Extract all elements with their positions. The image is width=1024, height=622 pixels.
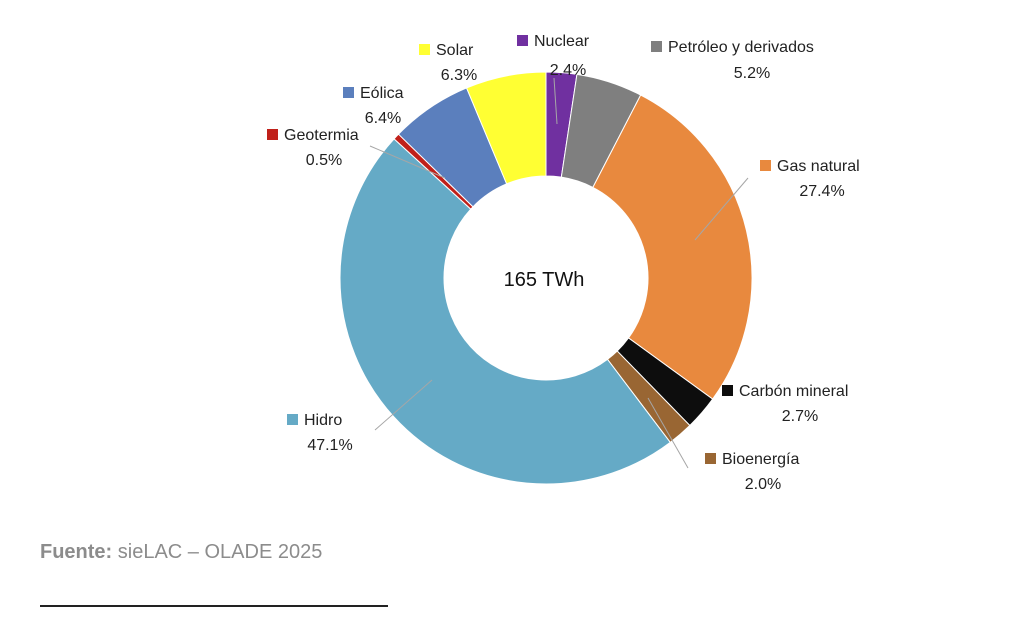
footnote-rule (40, 605, 388, 607)
source-text: sieLAC – OLADE 2025 (112, 541, 323, 563)
slice-label-eolica: Eólica (360, 85, 404, 102)
legend-swatch-geotermia (267, 129, 278, 140)
slice-label-nuclear: Nuclear (534, 33, 590, 50)
legend-swatch-carbon-mineral (722, 385, 733, 396)
donut-slices (339, 71, 753, 485)
legend-swatch-eolica (343, 87, 354, 98)
slice-label-solar: Solar (436, 42, 474, 59)
slice-hidro (339, 138, 671, 485)
legend-swatch-hidro (287, 414, 298, 425)
leader-line-nuclear (553, 77, 558, 125)
slice-value-solar: 6.3% (441, 67, 477, 84)
slice-labels: Nuclear 2.4% Petróleo y derivados 5.2% Gas n… (267, 33, 860, 493)
center-total-label: 165 TWh (504, 269, 585, 291)
slice-label-hidro: Hidro (304, 412, 342, 429)
slice-value-nuclear: 2.4% (550, 62, 586, 79)
source-label: Fuente: (40, 541, 113, 563)
leader-line-gas-natural (694, 177, 749, 241)
legend-swatch-gas-natural (760, 160, 771, 171)
legend-swatch-petroleo-y-derivados (651, 41, 662, 52)
slice-value-bioenergia: 2.0% (745, 476, 781, 493)
leader-line-hidro (374, 379, 433, 431)
slice-value-gas-natural: 27.4% (799, 183, 844, 200)
slice-label-gas-natural: Gas natural (777, 158, 860, 175)
slice-label-geotermia: Geotermia (284, 127, 359, 144)
slice-gas-natural (592, 94, 753, 400)
slice-label-bioenergia: Bioenergía (722, 451, 799, 468)
legend-swatch-solar (419, 44, 430, 55)
slice-label-carbon-mineral: Carbón mineral (739, 383, 848, 400)
leader-line-geotermia (369, 145, 446, 179)
slice-value-eolica: 6.4% (365, 110, 401, 127)
slice-label-petroleo-y-derivados: Petróleo y derivados (668, 39, 814, 56)
leader-line-bioenergia (647, 397, 689, 469)
legend-swatch-nuclear (517, 35, 528, 46)
slice-value-carbon-mineral: 2.7% (782, 408, 818, 425)
slice-value-hidro: 47.1% (307, 437, 352, 454)
leader-lines (369, 77, 749, 469)
source-note: Fuente: sieLAC – OLADE 2025 (40, 541, 322, 564)
slice-solar (465, 71, 547, 185)
legend-swatch-bioenergia (705, 453, 716, 464)
slice-value-petroleo-y-derivados: 5.2% (734, 65, 770, 82)
slice-value-geotermia: 0.5% (306, 152, 342, 169)
